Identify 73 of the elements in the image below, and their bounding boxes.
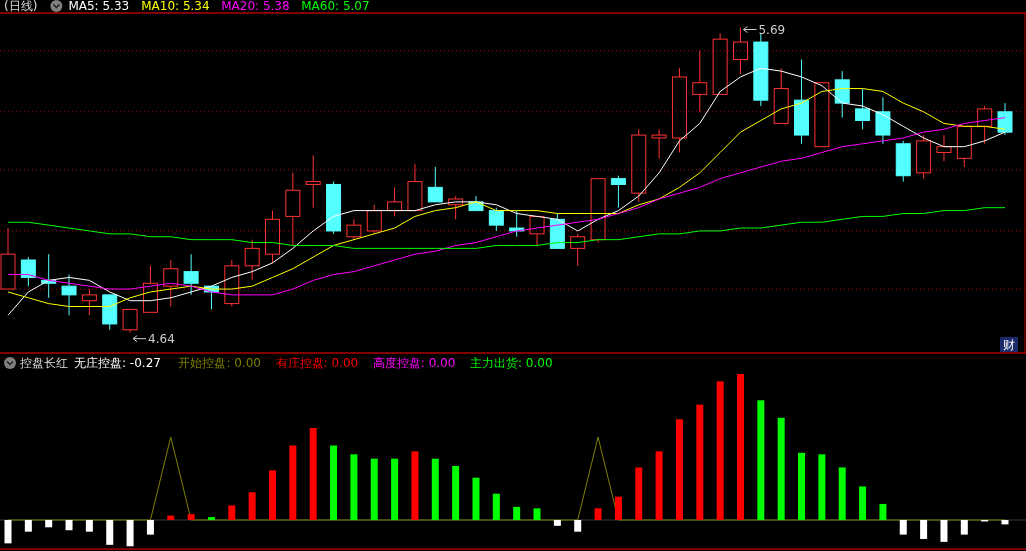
bar bbox=[879, 503, 887, 520]
text: 主力出货: 0.00 bbox=[470, 356, 553, 370]
bar bbox=[513, 506, 521, 520]
bar bbox=[126, 520, 134, 547]
bar bbox=[248, 492, 256, 520]
bar bbox=[45, 520, 53, 528]
bar bbox=[289, 445, 297, 520]
bar bbox=[757, 400, 765, 520]
annotation: 5.69 bbox=[758, 22, 786, 37]
bar bbox=[472, 477, 480, 520]
candlestick bbox=[875, 96, 891, 145]
bar bbox=[838, 467, 846, 520]
candlestick bbox=[651, 128, 667, 159]
candlestick bbox=[285, 172, 301, 246]
bar bbox=[594, 508, 602, 520]
bar bbox=[736, 374, 744, 520]
bar bbox=[411, 451, 419, 520]
bar bbox=[309, 428, 317, 520]
candlestick bbox=[936, 134, 952, 162]
bar bbox=[940, 520, 948, 542]
bar bbox=[167, 515, 175, 520]
bar bbox=[106, 520, 114, 545]
bar bbox=[533, 508, 541, 520]
bar bbox=[85, 520, 93, 532]
bar bbox=[1001, 520, 1009, 525]
bar bbox=[187, 514, 195, 520]
text: 高度控盘: 0.00 bbox=[372, 356, 456, 370]
candlestick bbox=[346, 218, 362, 241]
bar bbox=[24, 520, 32, 532]
text: 无庄控盘: -0.27 bbox=[74, 356, 161, 370]
bar bbox=[614, 496, 622, 520]
bar bbox=[146, 520, 154, 535]
candlestick bbox=[305, 154, 321, 209]
bar bbox=[798, 452, 806, 520]
bar bbox=[370, 458, 378, 520]
bar bbox=[574, 520, 582, 532]
annotation: 4.64 bbox=[148, 331, 175, 346]
bar bbox=[635, 467, 643, 520]
bar bbox=[859, 486, 867, 520]
bar bbox=[716, 381, 724, 520]
bar bbox=[553, 520, 561, 526]
bar bbox=[65, 520, 73, 531]
bar bbox=[675, 419, 683, 520]
bar bbox=[960, 520, 968, 535]
bar bbox=[777, 417, 785, 520]
bar bbox=[920, 520, 928, 539]
bar bbox=[492, 493, 500, 520]
chart-title: 控盘长红 bbox=[20, 356, 68, 370]
bar bbox=[655, 451, 663, 520]
bar bbox=[228, 505, 236, 520]
bar bbox=[818, 454, 826, 520]
bar bbox=[330, 445, 338, 520]
text: MA5: 5.33 bbox=[68, 0, 130, 13]
text: 有庄控盘: 0.00 bbox=[275, 356, 359, 370]
text: MA20: 5.38 bbox=[221, 0, 290, 13]
candlestick bbox=[61, 274, 77, 316]
bar bbox=[350, 454, 358, 520]
chart-title: (日线) bbox=[4, 0, 38, 13]
candlestick bbox=[997, 102, 1013, 136]
candlestick bbox=[183, 253, 199, 296]
annotation: 财 bbox=[1003, 338, 1015, 352]
bar bbox=[452, 465, 460, 520]
bar bbox=[4, 520, 12, 544]
candlestick bbox=[692, 50, 708, 113]
bar bbox=[207, 517, 215, 520]
text: 开始控盘: 0.00 bbox=[178, 356, 261, 370]
bar bbox=[269, 470, 277, 520]
bar bbox=[391, 458, 399, 520]
text: MA10: 5.34 bbox=[141, 0, 210, 13]
text: MA60: 5.07 bbox=[301, 0, 370, 13]
bar bbox=[899, 520, 907, 535]
bar bbox=[696, 404, 704, 520]
bar bbox=[431, 458, 439, 520]
